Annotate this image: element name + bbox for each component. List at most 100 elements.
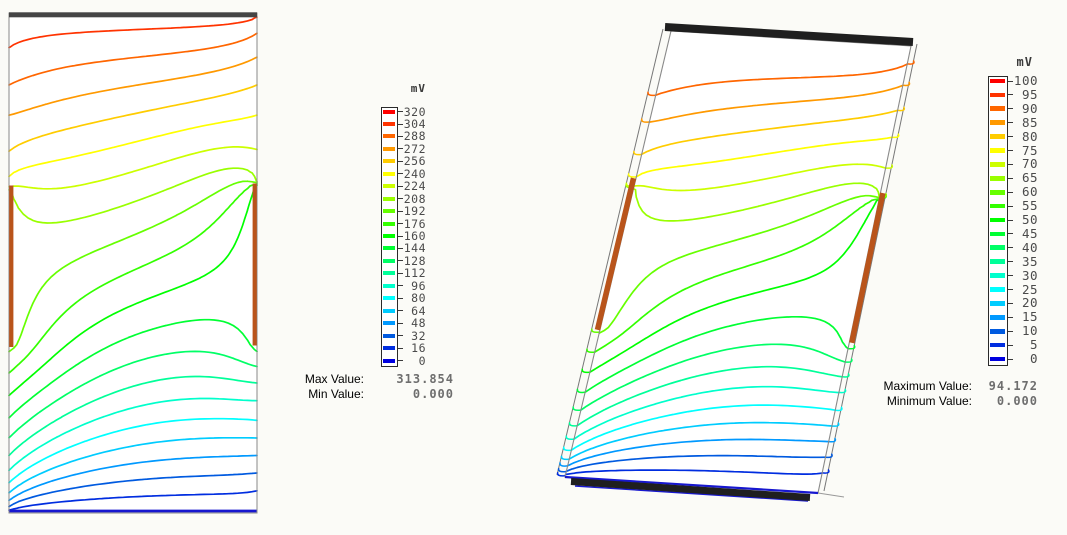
colorbar-tick [398, 210, 403, 212]
max-value-row: Max Value: 313.854 [296, 372, 454, 387]
colorbar-tick [1008, 94, 1013, 96]
contour-line-35mV [576, 365, 844, 427]
colorbar-tick-label: 320 [403, 104, 426, 119]
colorbar-left: mV 320 304 288 272 256 240 224 208 192 176 160 144 1… [380, 82, 430, 382]
colorbar-swatch [990, 217, 1005, 223]
colorbar-tick-label: 224 [403, 179, 426, 194]
colorbar-tick [1008, 344, 1013, 346]
contour-line-48mV [8, 454, 258, 502]
colorbar-tick-label: 160 [403, 229, 426, 243]
contour-line-65mV [632, 182, 881, 222]
contour-line-64mV [8, 436, 258, 494]
colorbar-tick-label: 64 [411, 303, 426, 318]
colorbar-swatch [383, 184, 395, 189]
colorbar-tick-label: 70 [1021, 156, 1038, 172]
colorbar-swatch [383, 234, 395, 238]
contour-wrap-hooks-25mV [562, 406, 843, 452]
contour-line-272mV [8, 56, 258, 117]
colorbar-swatch [990, 92, 1005, 98]
colorbar-tick [398, 111, 403, 112]
colorbar-tick-label: 112 [403, 266, 426, 281]
colorbar-tick [1008, 261, 1013, 263]
colorbar-tick [1008, 233, 1013, 235]
colorbar-swatch [383, 134, 395, 139]
colorbar-swatch [990, 162, 1005, 167]
colorbar-tick-label: 45 [1021, 225, 1038, 241]
contour-line-10mV [565, 454, 827, 473]
min-value-label: Min Value: [308, 387, 364, 401]
colorbar-tick [398, 297, 403, 299]
contour-line-128mV [8, 350, 258, 439]
contour-line-176mV [8, 183, 258, 374]
colorbar-tick [398, 123, 403, 125]
colorbar-tick [398, 135, 403, 137]
contour-line-304mV [8, 16, 258, 49]
colorbar-tick [398, 285, 403, 287]
contour-line-55mV [593, 198, 881, 353]
contour-line-45mV [584, 315, 849, 394]
contour-line-70mV [633, 163, 887, 192]
colorbar-unit-right: mV [1016, 55, 1033, 69]
contour-wrap-hooks-10mV [557, 453, 833, 473]
contour-wrap-hooks-85mV [640, 81, 911, 123]
colorbar-swatch [383, 159, 395, 164]
colorbar-tick-label: 25 [1021, 281, 1038, 297]
colorbar-swatch [383, 196, 395, 201]
colorbar-tick [1008, 80, 1013, 82]
minimum-value: 0.000 [996, 394, 1038, 408]
colorbar-swatch [383, 122, 395, 126]
colorbar-tick [1008, 302, 1013, 304]
colorbar-tick [398, 235, 403, 237]
top-electrode-bar-3d [664, 23, 914, 46]
colorbar-tick-label: 272 [403, 141, 426, 156]
colorbar-swatch [383, 333, 395, 338]
colorbar-tick [398, 148, 403, 150]
colorbar-tick-label: 50 [1021, 212, 1038, 227]
colorbar-tick [1008, 358, 1013, 360]
contour-line-240mV [8, 114, 258, 178]
colorbar-swatch [990, 287, 1005, 292]
bottom-zero-line-front [574, 485, 809, 502]
colorbar-tick-label: 75 [1021, 142, 1038, 158]
slab-back-edge-right [823, 43, 918, 492]
contour-wrap-hooks-20mV [560, 422, 840, 461]
colorbar-tick [1008, 330, 1013, 332]
colorbar-right: mV 100 95 90 85 80 75 70 65 60 55 50 45 40 35 30 25 20 15… [986, 55, 1040, 375]
colorbar-tick [1008, 205, 1013, 207]
stats-right: Maximum Value: 94.172 Minimum Value: 0.0… [854, 379, 1038, 409]
contour-line-30mV [573, 385, 840, 440]
contour-wrap-hooks-90mV [647, 59, 915, 97]
colorbar-tick-label: 100 [1013, 73, 1038, 88]
colorbar-tick-label: 5 [1029, 337, 1038, 353]
colorbar-tick-label: 208 [403, 191, 426, 206]
slab-back-corner-line [817, 492, 845, 498]
colorbar-swatch [383, 221, 395, 226]
contour-line-20mV [568, 421, 833, 460]
colorbar-swatch [990, 342, 1005, 348]
contour-line-85mV [648, 84, 904, 123]
colorbar-tick-label: 40 [1021, 239, 1038, 255]
colorbar-tick-label: 85 [1021, 114, 1038, 130]
colorbar-tick [398, 198, 403, 200]
max-value-label: Max Value: [304, 372, 364, 386]
colorbar-swatch [990, 78, 1005, 84]
colorbar-tick-label: 192 [403, 204, 426, 219]
colorbar-swatch [383, 209, 395, 214]
colorbar-swatch [990, 231, 1005, 237]
colorbar-swatch [383, 246, 395, 251]
colorbar-unit-left: mV [410, 82, 426, 95]
colorbar-tick [1008, 136, 1013, 138]
colorbar-swatch [990, 273, 1005, 278]
contour-wrap-hooks-75mV [627, 133, 900, 178]
colorbar-swatch [383, 346, 395, 350]
colorbar-tick [398, 223, 403, 225]
colorbar-swatch [383, 358, 395, 363]
colorbar-tick-label: 55 [1021, 198, 1038, 214]
right-copper-electrode [849, 192, 886, 344]
colorbar-tick [1008, 191, 1013, 193]
colorbar-tick [1008, 108, 1013, 110]
colorbar-tick [398, 335, 403, 337]
colorbar-tick-label: 10 [1021, 323, 1038, 339]
colorbar-tick [1008, 219, 1013, 221]
